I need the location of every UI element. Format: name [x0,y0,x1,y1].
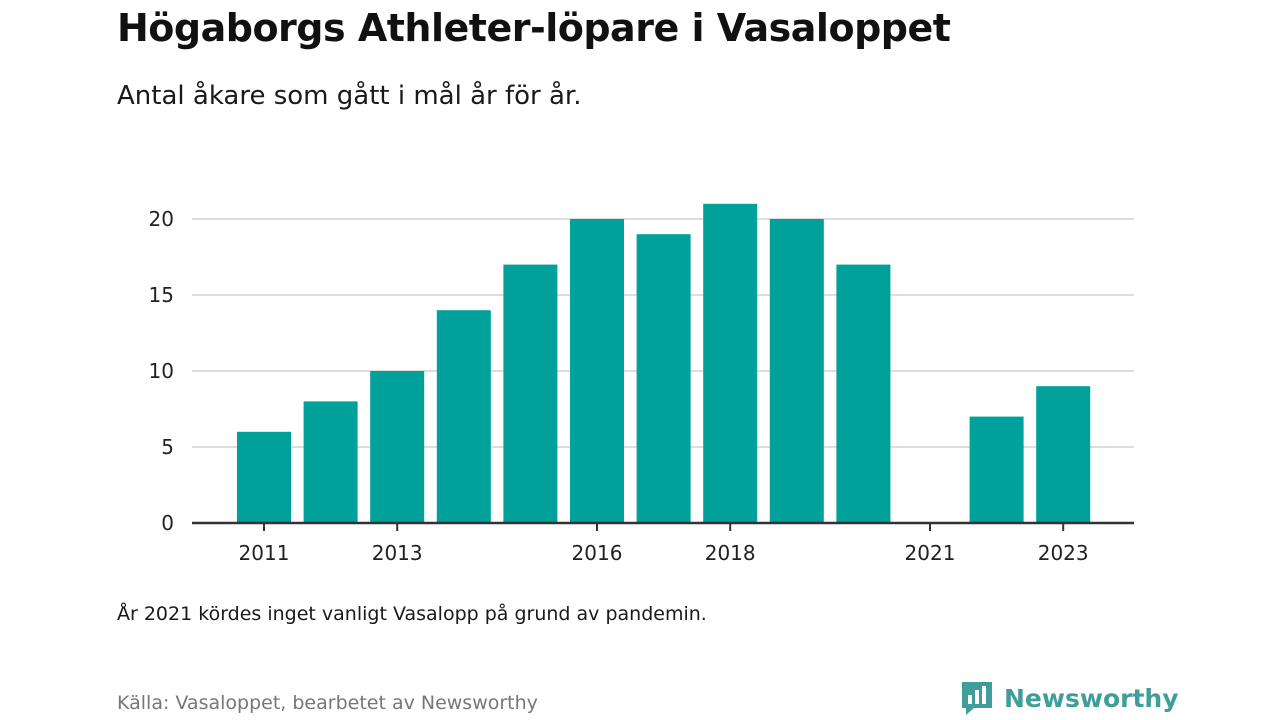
brand-logo: Newsworthy [960,680,1179,716]
x-tick-label: 2023 [1038,541,1089,565]
bar-2016 [570,219,624,523]
bar-2020 [836,264,891,523]
x-tick-label: 2021 [905,541,956,565]
y-tick-label: 10 [149,359,174,383]
bar-2022 [969,416,1024,523]
bar-2012 [303,401,358,523]
chart-subtitle: Antal åkare som gått i mål år för år. [117,81,582,111]
y-tick-label: 20 [149,207,174,231]
chart-note: År 2021 kördes inget vanligt Vasalopp på… [117,603,707,625]
x-tick-label: 2011 [239,541,290,565]
brand-name: Newsworthy [1004,683,1179,713]
bar-2018 [703,203,758,524]
bars [237,203,1091,524]
axes: 0 5 10 15 20 2011 2013 2016 2018 2021 2023 [149,207,1134,565]
bar-2017 [636,234,691,523]
chart-title: Högaborgs Athleter-löpare i Vasaloppet [117,6,951,50]
bar-2011 [237,431,291,523]
y-tick-label: 15 [149,283,174,307]
x-tick-label: 2018 [705,541,756,565]
bar-2015 [503,264,558,523]
newsworthy-logo-icon [962,682,992,715]
bar-2013 [370,371,425,523]
y-tick-label: 5 [161,435,174,459]
bar-2023 [1036,386,1091,523]
bar-chart: 0 5 10 15 20 2011 2013 2016 2018 2021 2023 [149,203,1134,565]
y-tick-label: 0 [161,511,174,535]
chart-source: Källa: Vasaloppet, bearbetet av Newswort… [117,692,538,714]
x-tick-label: 2016 [572,541,623,565]
bar-2014 [436,310,491,523]
x-tick-label: 2013 [372,541,423,565]
bar-2019 [769,219,824,523]
